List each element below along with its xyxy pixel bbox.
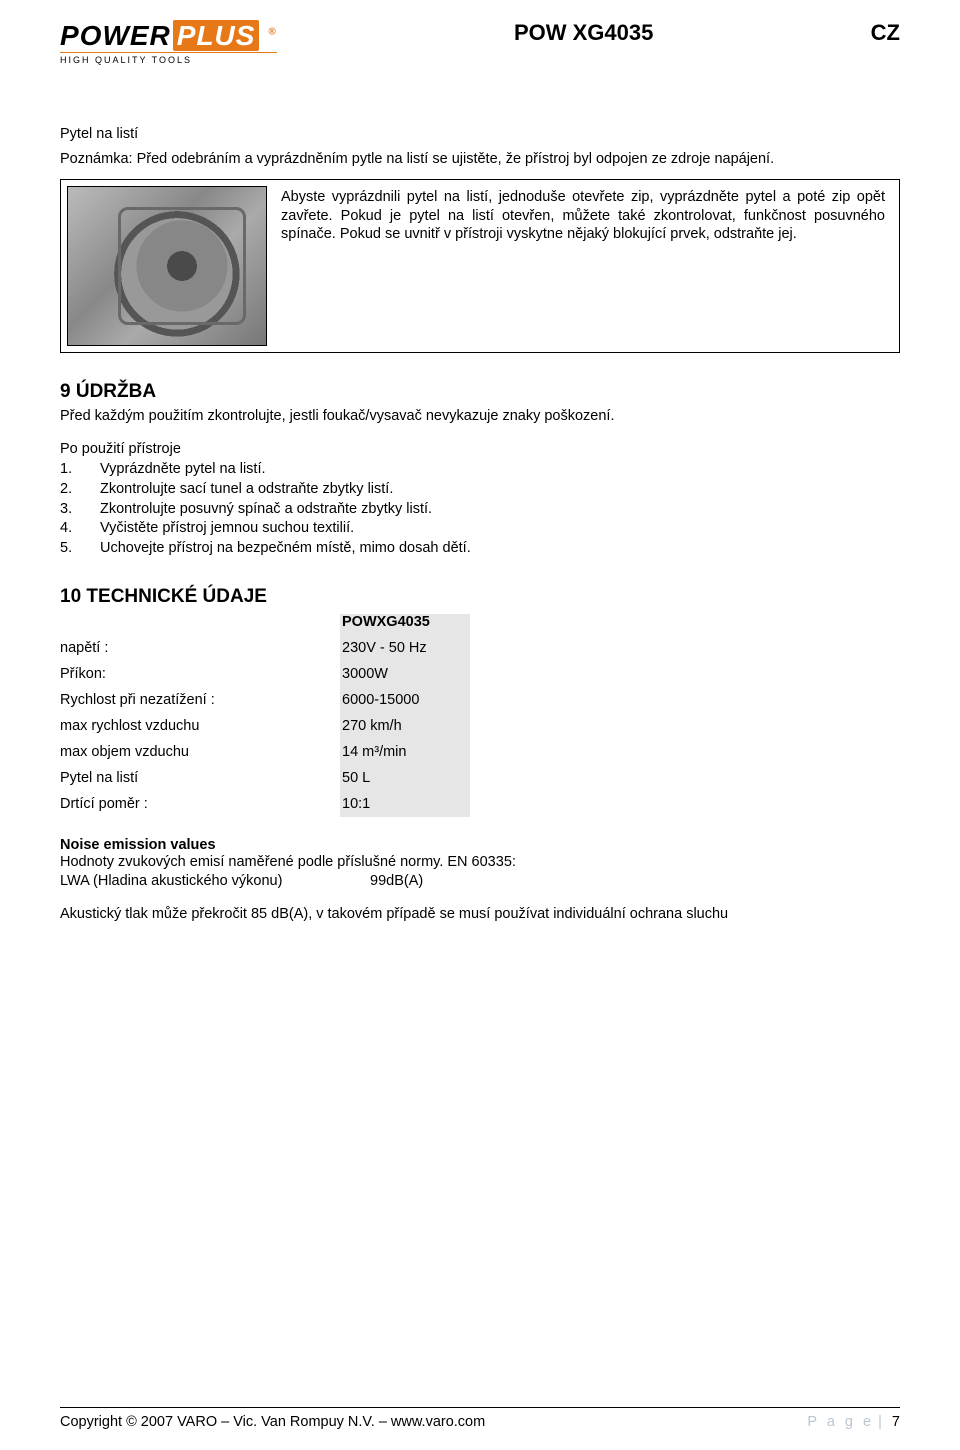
table-row: Příkon: 3000W — [60, 661, 470, 687]
lwa-label: LWA (Hladina akustického výkonu) — [60, 872, 370, 891]
zip-illustration — [67, 186, 267, 346]
table-row: max rychlost vzduchu 270 km/h — [60, 713, 470, 739]
document-title: POW XG4035 — [297, 20, 871, 46]
spec-value: 270 km/h — [340, 713, 470, 739]
list-item: Uchovejte přístroj na bezpečném místě, m… — [60, 539, 900, 559]
spec-value: 230V - 50 Hz — [340, 635, 470, 661]
spec-label: max objem vzduchu — [60, 739, 340, 765]
bag-note: Poznámka: Před odebráním a vyprázdněním … — [60, 150, 900, 169]
techdata-table: POWXG4035 napětí : 230V - 50 Hz Příkon: … — [60, 614, 470, 817]
zip-instruction-box: Abyste vyprázdnili pytel na listí, jedno… — [60, 179, 900, 353]
after-use-label: Po použití přístroje — [60, 440, 900, 459]
list-item: Vyčistěte přístroj jemnou suchou textili… — [60, 519, 900, 539]
spec-value: 50 L — [340, 765, 470, 791]
techdata-heading: 10 TECHNICKÉ ÚDAJE — [60, 586, 900, 608]
logo-tagline: HIGH QUALITY TOOLS — [60, 52, 277, 65]
list-item: Zkontrolujte sací tunel a odstraňte zbyt… — [60, 480, 900, 500]
noise-section: Noise emission values Hodnoty zvukových … — [60, 837, 900, 891]
table-row: Pytel na listí 50 L — [60, 765, 470, 791]
bag-title: Pytel na listí — [60, 125, 900, 144]
logo-word-power: POWER — [60, 20, 171, 52]
spec-label: Příkon: — [60, 661, 340, 687]
maintenance-steps: Vyprázdněte pytel na listí. Zkontrolujte… — [60, 460, 900, 558]
noise-line1: Hodnoty zvukových emisí naměřené podle p… — [60, 853, 900, 872]
page-sep: | — [878, 1414, 892, 1430]
table-row: Drtící poměr : 10:1 — [60, 791, 470, 817]
noise-warning: Akustický tlak může překročit 85 dB(A), … — [60, 905, 900, 924]
list-item: Zkontrolujte posuvný spínač a odstraňte … — [60, 500, 900, 520]
noise-title: Noise emission values — [60, 837, 900, 853]
maintenance-intro: Před každým použitím zkontrolujte, jestl… — [60, 407, 900, 426]
copyright-text: Copyright © 2007 VARO – Vic. Van Rompuy … — [60, 1414, 485, 1430]
brand-logo: POWER PLUS ® HIGH QUALITY TOOLS — [60, 20, 277, 65]
list-item: Vyprázdněte pytel na listí. — [60, 460, 900, 480]
page-footer: Copyright © 2007 VARO – Vic. Van Rompuy … — [60, 1407, 900, 1430]
logo-word-plus: PLUS — [173, 20, 260, 51]
page-header: POWER PLUS ® HIGH QUALITY TOOLS POW XG40… — [60, 20, 900, 65]
page-label: P a g e — [807, 1414, 874, 1430]
spec-value: 6000-15000 — [340, 687, 470, 713]
bag-section: Pytel na listí Poznámka: Před odebráním … — [60, 125, 900, 169]
table-row: POWXG4035 — [60, 614, 470, 635]
model-cell: POWXG4035 — [340, 614, 470, 635]
table-row: Rychlost při nezatížení : 6000-15000 — [60, 687, 470, 713]
spec-label: max rychlost vzduchu — [60, 713, 340, 739]
spec-label: Rychlost při nezatížení : — [60, 687, 340, 713]
page-indicator: P a g e | 7 — [807, 1414, 900, 1430]
spec-value: 10:1 — [340, 791, 470, 817]
maintenance-heading: 9 ÚDRŽBA — [60, 381, 900, 403]
noise-lwa-row: LWA (Hladina akustického výkonu) 99dB(A) — [60, 872, 900, 891]
logo-wordmark: POWER PLUS ® — [60, 20, 277, 52]
table-row: max objem vzduchu 14 m³/min — [60, 739, 470, 765]
spec-value: 3000W — [340, 661, 470, 687]
page-number: 7 — [892, 1414, 900, 1430]
zip-instruction-text: Abyste vyprázdnili pytel na listí, jedno… — [267, 186, 893, 346]
lwa-value: 99dB(A) — [370, 872, 423, 891]
document-lang: CZ — [871, 20, 900, 46]
spec-label: Drtící poměr : — [60, 791, 340, 817]
spec-value: 14 m³/min — [340, 739, 470, 765]
spec-label: napětí : — [60, 635, 340, 661]
spec-label: Pytel na listí — [60, 765, 340, 791]
logo-reg-mark: ® — [268, 27, 276, 38]
table-row: napětí : 230V - 50 Hz — [60, 635, 470, 661]
